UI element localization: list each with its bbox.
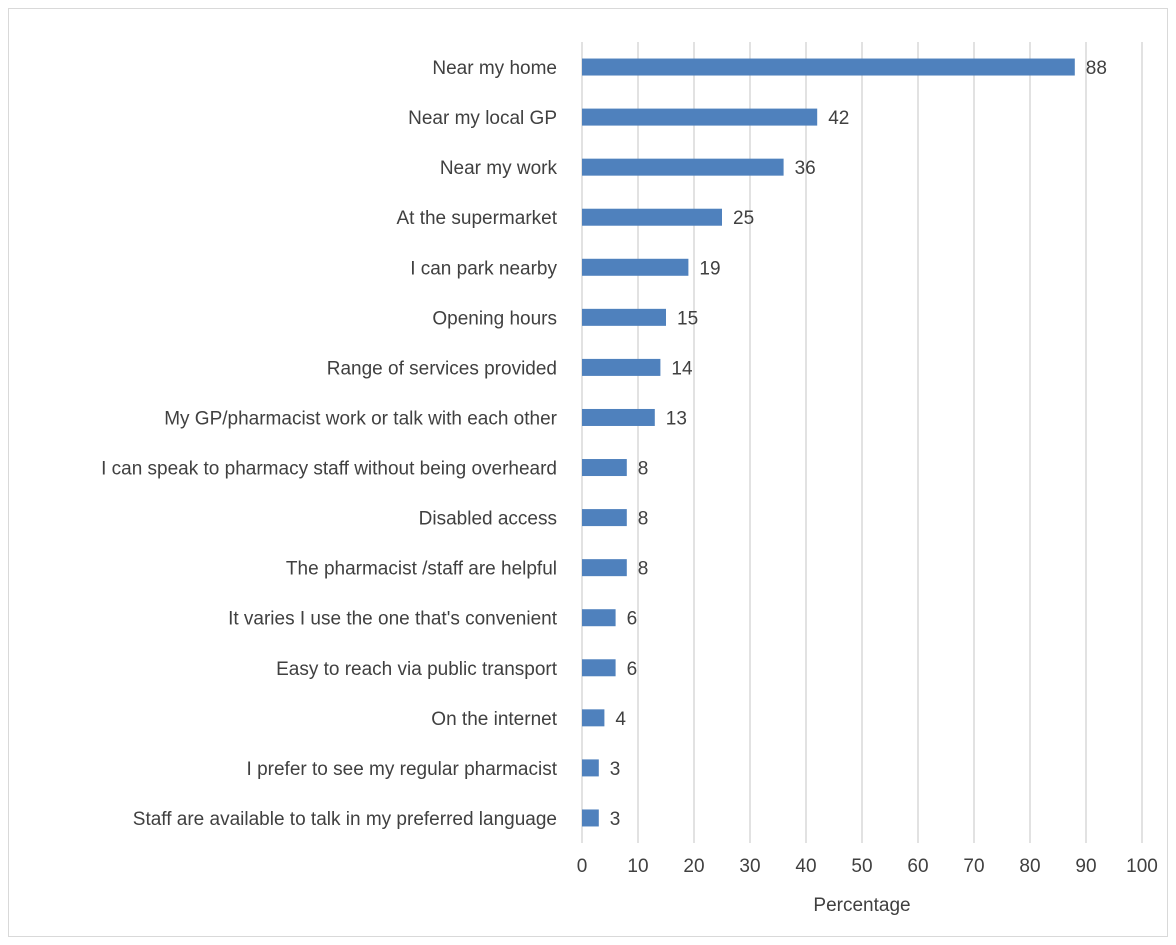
category-label: Near my home (432, 58, 557, 79)
bars (582, 58, 1075, 827)
x-tick-label: 80 (1019, 856, 1040, 877)
bar (582, 509, 627, 527)
data-label: 8 (638, 459, 649, 480)
data-label: 14 (671, 358, 693, 379)
bar (582, 308, 666, 326)
data-label: 3 (610, 759, 621, 780)
category-labels: Near my home Near my local GP Near my work… (101, 58, 558, 830)
bar (582, 759, 599, 777)
bar (582, 459, 627, 477)
data-label: 36 (795, 158, 816, 179)
x-tick-label: 100 (1126, 856, 1158, 877)
bar (582, 659, 616, 677)
category-label: My GP/pharmacist work or talk with each … (164, 408, 557, 429)
bar (582, 408, 655, 426)
bar (582, 208, 722, 226)
category-label: At the supermarket (396, 208, 557, 229)
x-axis-ticks: 0 10 20 30 40 50 60 70 80 90 100 (577, 856, 1158, 877)
x-tick-label: 70 (963, 856, 984, 877)
category-label: Opening hours (432, 308, 557, 329)
x-axis-title: Percentage (813, 895, 910, 916)
data-label: 19 (699, 258, 720, 279)
x-tick-label: 50 (851, 856, 872, 877)
category-label: I can speak to pharmacy staff without be… (101, 459, 557, 480)
category-label: On the internet (431, 709, 557, 730)
x-tick-label: 90 (1075, 856, 1096, 877)
data-label: 6 (627, 609, 638, 630)
bar (582, 358, 661, 376)
x-tick-label: 30 (739, 856, 760, 877)
data-label: 6 (627, 659, 638, 680)
category-label: The pharmacist /staff are helpful (286, 559, 557, 580)
x-tick-label: 10 (627, 856, 648, 877)
data-label: 13 (666, 408, 687, 429)
data-label: 8 (638, 559, 649, 580)
category-label: It varies I use the one that's convenien… (228, 609, 558, 630)
bar (582, 559, 627, 577)
data-label: 42 (828, 108, 849, 129)
data-label: 8 (638, 509, 649, 530)
x-tick-label: 20 (683, 856, 704, 877)
bar (582, 158, 784, 176)
bar (582, 609, 616, 627)
category-label: Disabled access (419, 509, 557, 530)
category-label: I prefer to see my regular pharmacist (247, 759, 558, 780)
data-label: 88 (1086, 58, 1107, 79)
bar (582, 58, 1075, 76)
bar (582, 258, 689, 276)
category-label: Near my work (440, 158, 558, 179)
bar (582, 809, 599, 827)
category-label: I can park nearby (410, 258, 557, 279)
category-label: Range of services provided (327, 358, 557, 379)
data-label: 3 (610, 809, 621, 830)
bar (582, 108, 818, 126)
data-label: 25 (733, 208, 754, 229)
data-label: 15 (677, 308, 698, 329)
x-tick-label: 0 (577, 856, 588, 877)
category-label: Near my local GP (408, 108, 557, 129)
category-label: Staff are available to talk in my prefer… (133, 809, 557, 830)
data-label: 4 (615, 709, 626, 730)
x-tick-label: 40 (795, 856, 816, 877)
category-label: Easy to reach via public transport (276, 659, 558, 680)
x-tick-label: 60 (907, 856, 928, 877)
bar (582, 709, 605, 727)
